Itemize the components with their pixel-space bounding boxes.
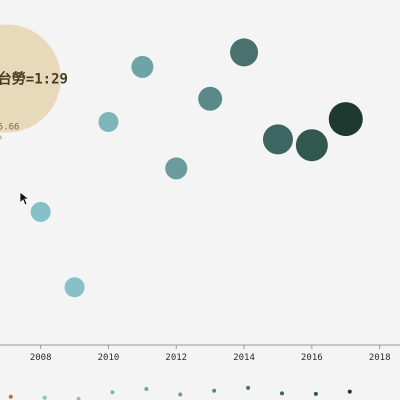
data-point[interactable]: [98, 112, 119, 132]
highlighted-point[interactable]: [0, 24, 61, 133]
main-points-group: 台勞=1:29 5.66: [0, 24, 363, 298]
x-tick-label: 2016: [301, 353, 323, 363]
highlight-label: 台勞=1:29: [0, 71, 68, 88]
mini-points-group: [8, 385, 352, 400]
data-point[interactable]: [64, 277, 85, 298]
x-tick-label: 2018: [369, 353, 391, 363]
mini-data-point: [212, 388, 217, 393]
mini-data-point: [144, 387, 149, 391]
data-point[interactable]: [165, 157, 188, 180]
mini-data-point: [178, 392, 183, 397]
mini-data-point: [246, 385, 251, 390]
mini-data-point: [42, 395, 47, 400]
data-point[interactable]: [328, 102, 363, 137]
mouse-cursor-icon: [19, 191, 31, 206]
data-point[interactable]: [198, 86, 223, 111]
mini-data-point: [347, 389, 352, 394]
x-tick-label: 2010: [98, 353, 120, 363]
mini-data-point: [313, 391, 318, 396]
x-tick-label: 2008: [30, 353, 52, 363]
mini-data-point: [76, 396, 81, 400]
data-point[interactable]: [131, 55, 154, 78]
mini-data-point: [8, 394, 13, 399]
highlight-marker-dot: [0, 135, 2, 140]
highlight-sub-value: 5.66: [0, 123, 19, 133]
data-point[interactable]: [262, 124, 293, 155]
mini-data-point: [279, 391, 284, 396]
data-point[interactable]: [230, 38, 259, 67]
data-point[interactable]: [295, 129, 328, 162]
data-point[interactable]: [30, 201, 51, 222]
x-tick-label: 2014: [233, 353, 255, 363]
x-axis-ticks: 2008 2010 2012 2014 2016 2018: [30, 345, 391, 363]
x-tick-label: 2012: [165, 353, 187, 363]
mini-data-point: [110, 390, 115, 395]
